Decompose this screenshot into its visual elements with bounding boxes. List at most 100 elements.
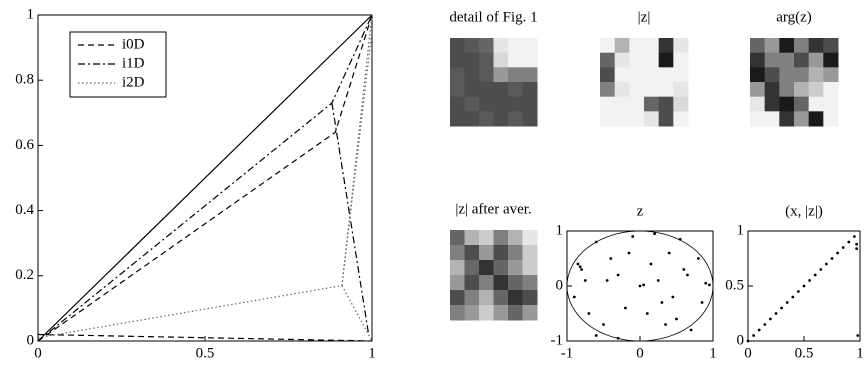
pixel	[523, 97, 538, 112]
pixel	[615, 38, 630, 53]
pixel	[450, 67, 465, 82]
pixel	[659, 53, 674, 68]
panel-title: |z|	[638, 9, 651, 25]
pixel	[659, 97, 674, 112]
pixel	[465, 38, 480, 53]
point	[853, 235, 856, 238]
pixel	[779, 97, 794, 112]
panel-title: z	[637, 203, 644, 219]
pixel	[465, 305, 480, 321]
point	[595, 241, 598, 244]
pixel	[523, 82, 538, 97]
pixel	[644, 67, 659, 82]
pixel	[465, 230, 480, 246]
panel-title: detail of Fig. 1	[449, 9, 537, 25]
point	[686, 274, 689, 277]
pixel	[494, 230, 509, 246]
pixel	[508, 97, 523, 112]
point	[661, 301, 664, 304]
point	[653, 232, 656, 235]
pixel	[823, 111, 838, 126]
pixel	[450, 260, 465, 276]
pixel	[450, 53, 465, 68]
pixel	[508, 38, 523, 53]
y-tick-label: 1	[556, 222, 564, 238]
pixel	[479, 38, 494, 53]
pixel	[523, 53, 538, 68]
point	[747, 340, 750, 343]
point	[595, 334, 598, 337]
point	[825, 263, 828, 266]
pixel	[479, 230, 494, 246]
pixel	[644, 53, 659, 68]
pixel	[659, 82, 674, 97]
pixel	[673, 38, 688, 53]
pixel	[465, 275, 480, 291]
pixel	[809, 97, 824, 112]
pixel	[523, 260, 538, 276]
pixel	[673, 67, 688, 82]
pixel	[823, 97, 838, 112]
pixel	[479, 275, 494, 291]
pixel	[673, 97, 688, 112]
point	[646, 312, 649, 315]
pixel	[479, 67, 494, 82]
pixel	[673, 53, 688, 68]
pixel	[450, 290, 465, 306]
x-tick-label: 0	[636, 345, 644, 361]
pixel	[794, 97, 809, 112]
point	[836, 252, 839, 255]
pixel	[809, 53, 824, 68]
pixel	[450, 82, 465, 97]
point	[855, 243, 858, 246]
pixel	[494, 53, 509, 68]
pixel	[494, 97, 509, 112]
point	[617, 337, 620, 340]
pixel	[600, 82, 615, 97]
pixel	[494, 260, 509, 276]
x-tick-label: 0	[744, 345, 752, 361]
y-tick-label: 0.6	[15, 137, 34, 153]
pixel	[508, 245, 523, 261]
figure: 00.5100.20.40.60.81i0Di1Di2Ddetail of Fi…	[0, 0, 868, 369]
panel-title: arg(z)	[776, 9, 812, 25]
x-tick-label: 0.5	[196, 345, 215, 361]
point	[664, 323, 667, 326]
pixel	[644, 97, 659, 112]
point	[701, 301, 704, 304]
pixel	[523, 38, 538, 53]
pixel	[508, 82, 523, 97]
pixel	[765, 38, 780, 53]
point	[847, 241, 850, 244]
pixel	[465, 111, 480, 126]
pixel	[659, 67, 674, 82]
y-tick-label: 0.2	[15, 267, 34, 283]
pixel	[600, 67, 615, 82]
pixel	[629, 82, 644, 97]
point	[573, 296, 576, 299]
pixel	[479, 305, 494, 321]
pixel	[523, 290, 538, 306]
pixel	[508, 53, 523, 68]
y-tick-label: 0.4	[15, 202, 34, 218]
point	[780, 307, 783, 310]
legend-label: i0D	[122, 36, 145, 52]
point	[579, 265, 582, 268]
point	[697, 257, 700, 260]
point	[671, 296, 674, 299]
pixel	[600, 97, 615, 112]
pixel	[615, 53, 630, 68]
point	[752, 334, 755, 337]
point	[708, 284, 711, 287]
pixel	[809, 38, 824, 53]
pixel	[765, 67, 780, 82]
point	[775, 312, 778, 315]
pixel	[450, 245, 465, 261]
pixel	[523, 111, 538, 126]
legend-label: i1D	[122, 55, 145, 71]
pixel	[750, 82, 765, 97]
point	[842, 246, 845, 249]
point	[856, 334, 859, 337]
pixel	[600, 111, 615, 126]
point	[650, 263, 653, 266]
